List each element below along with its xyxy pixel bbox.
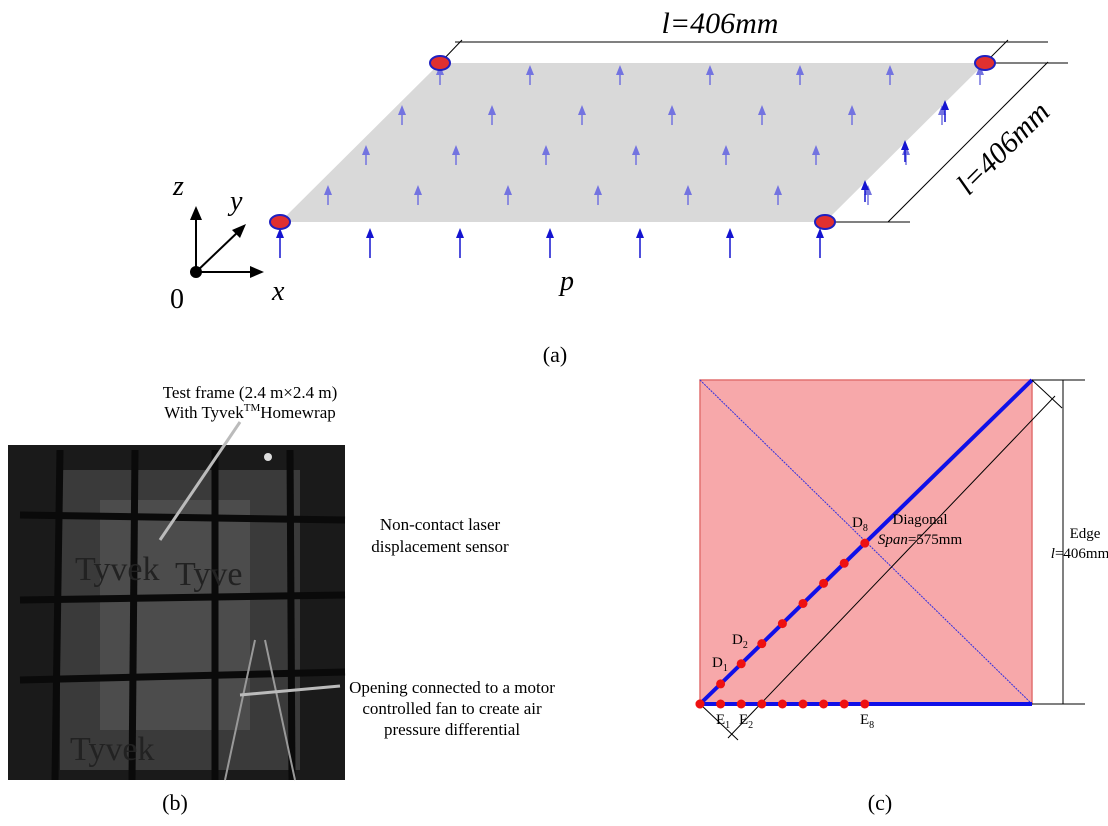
edge-point — [778, 700, 787, 709]
diagonal-point — [737, 659, 746, 668]
caption: (b) — [162, 790, 188, 815]
arrow — [636, 228, 644, 258]
diagonal-point — [799, 599, 808, 608]
photo-label: Opening connected to a motor — [349, 678, 555, 697]
diagonal-point — [840, 559, 849, 568]
arrow — [456, 228, 464, 258]
photo-label: controlled fan to create air — [362, 699, 542, 718]
edge-point — [840, 700, 849, 709]
dimension-label: Diagonal — [893, 512, 948, 528]
arrow — [726, 228, 734, 258]
axes-triad — [190, 206, 264, 278]
photo — [8, 445, 345, 780]
pressure-label: p — [558, 266, 574, 297]
axis-label: y — [227, 186, 243, 217]
point-label: E2 — [739, 712, 753, 731]
diagonal-point — [819, 579, 828, 588]
plate — [280, 63, 985, 222]
dimension-label: l=406mm — [662, 7, 779, 40]
photo-label: Non-contact laser — [380, 515, 501, 534]
edge-point — [696, 700, 705, 709]
arrow-head — [366, 228, 374, 238]
figure: l=406mm l=406mm z y x 0 p (a) Tyvek Tyve — [0, 0, 1108, 826]
dimension-label: l=406mm — [950, 95, 1056, 201]
dimension-label: Span=575mm — [878, 532, 963, 548]
edge-point — [716, 700, 725, 709]
edge-point — [819, 700, 828, 709]
diagonal-point — [757, 639, 766, 648]
arrow — [276, 228, 284, 258]
arrow-head — [456, 228, 464, 238]
arrow — [366, 228, 374, 258]
edge-point — [737, 700, 746, 709]
photo-label: pressure differential — [384, 720, 520, 739]
photo-label: displacement sensor — [371, 537, 509, 556]
diagonal-point — [778, 619, 787, 628]
point-label: E1 — [716, 712, 730, 731]
diagonal-point — [860, 539, 869, 548]
edge-point — [860, 700, 869, 709]
diagonal-point — [716, 679, 725, 688]
caption: (c) — [868, 790, 892, 815]
arrow-head — [726, 228, 734, 238]
arrow-head — [546, 228, 554, 238]
caption: (a) — [543, 342, 567, 367]
photo-label: With TyvekTMHomewrap — [164, 402, 336, 422]
photo-text: Tyve — [175, 556, 243, 593]
arrow — [546, 228, 554, 258]
arrow — [816, 228, 824, 258]
axis-label: x — [271, 276, 285, 307]
photo-text: Tyvek — [70, 731, 155, 768]
edge-point — [799, 700, 808, 709]
dimension-label: l=406mm — [1051, 546, 1108, 562]
point-label: E8 — [860, 712, 874, 731]
dimension-label: Edge — [1070, 526, 1101, 542]
edge-point — [757, 700, 766, 709]
origin-label: 0 — [170, 284, 184, 315]
axis-label: z — [172, 171, 184, 202]
photo-text: Tyvek — [75, 551, 160, 588]
arrow-head — [636, 228, 644, 238]
photo-label: Test frame (2.4 m×2.4 m) — [163, 383, 338, 402]
